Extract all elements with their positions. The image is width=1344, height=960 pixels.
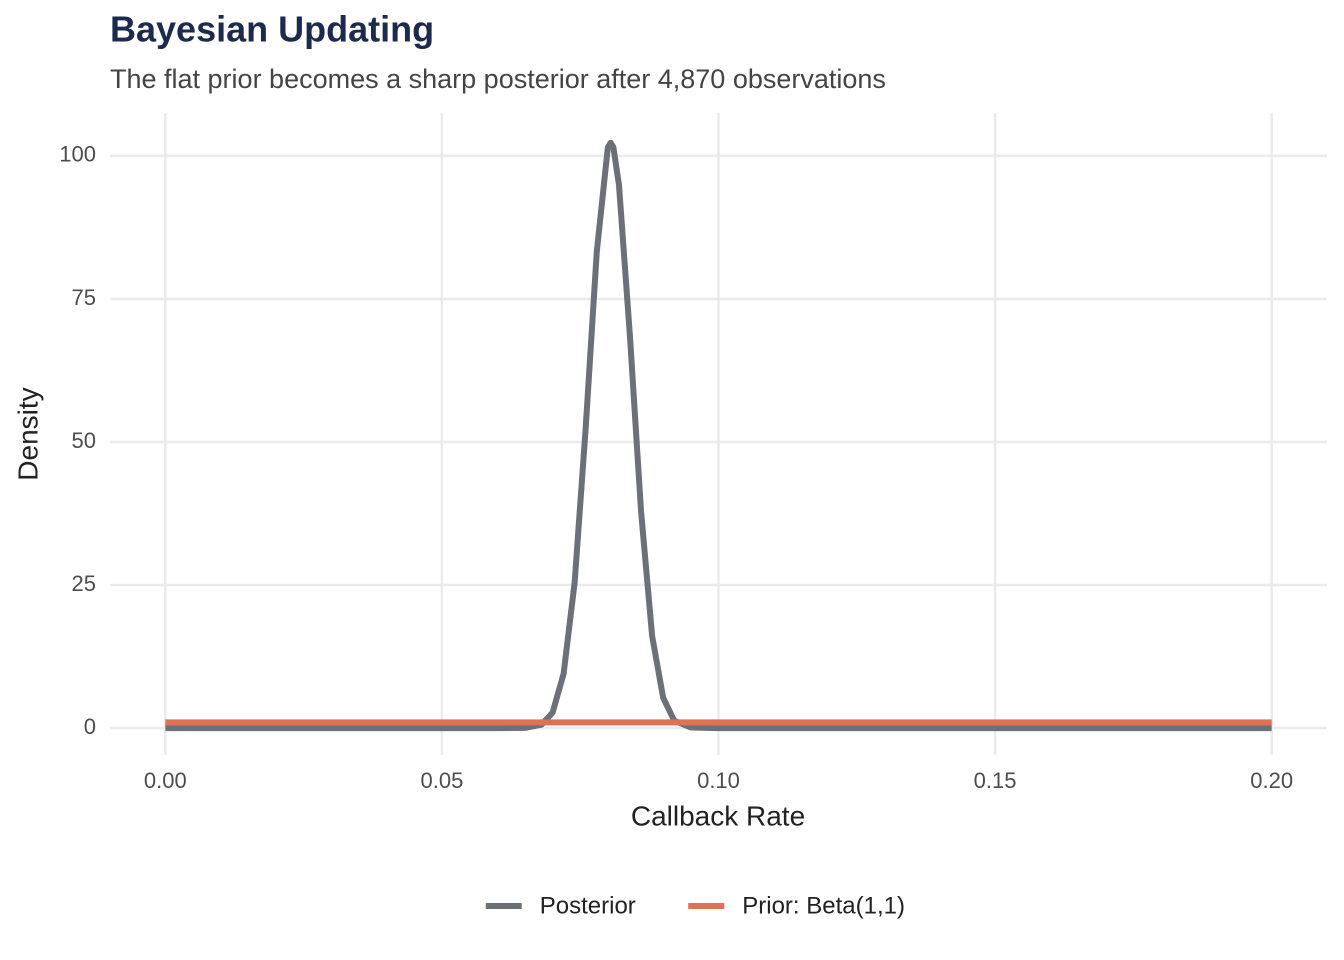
y-tick-label: 0 bbox=[84, 714, 96, 739]
legend-label: Posterior bbox=[540, 892, 636, 919]
y-axis-title: Density bbox=[12, 387, 43, 480]
chart-subtitle: The flat prior becomes a sharp posterior… bbox=[110, 64, 886, 94]
y-tick-label: 100 bbox=[59, 142, 96, 167]
y-tick-label: 75 bbox=[72, 285, 96, 310]
grid bbox=[110, 113, 1327, 755]
x-tick-label: 0.10 bbox=[697, 768, 740, 793]
x-tick-label: 0.05 bbox=[420, 768, 463, 793]
chart-title: Bayesian Updating bbox=[110, 9, 434, 50]
legend-label: Prior: Beta(1,1) bbox=[742, 892, 905, 919]
x-tick-label: 0.00 bbox=[144, 768, 187, 793]
y-tick-label: 50 bbox=[72, 428, 96, 453]
y-tick-label: 25 bbox=[72, 571, 96, 596]
lines bbox=[165, 139, 1272, 732]
x-axis-title: Callback Rate bbox=[631, 800, 805, 831]
x-tick-label: 0.15 bbox=[974, 768, 1017, 793]
x-tick-label: 0.20 bbox=[1250, 768, 1293, 793]
legend: Posterior Prior: Beta(1,1) bbox=[485, 892, 905, 919]
series-line bbox=[165, 139, 1272, 732]
